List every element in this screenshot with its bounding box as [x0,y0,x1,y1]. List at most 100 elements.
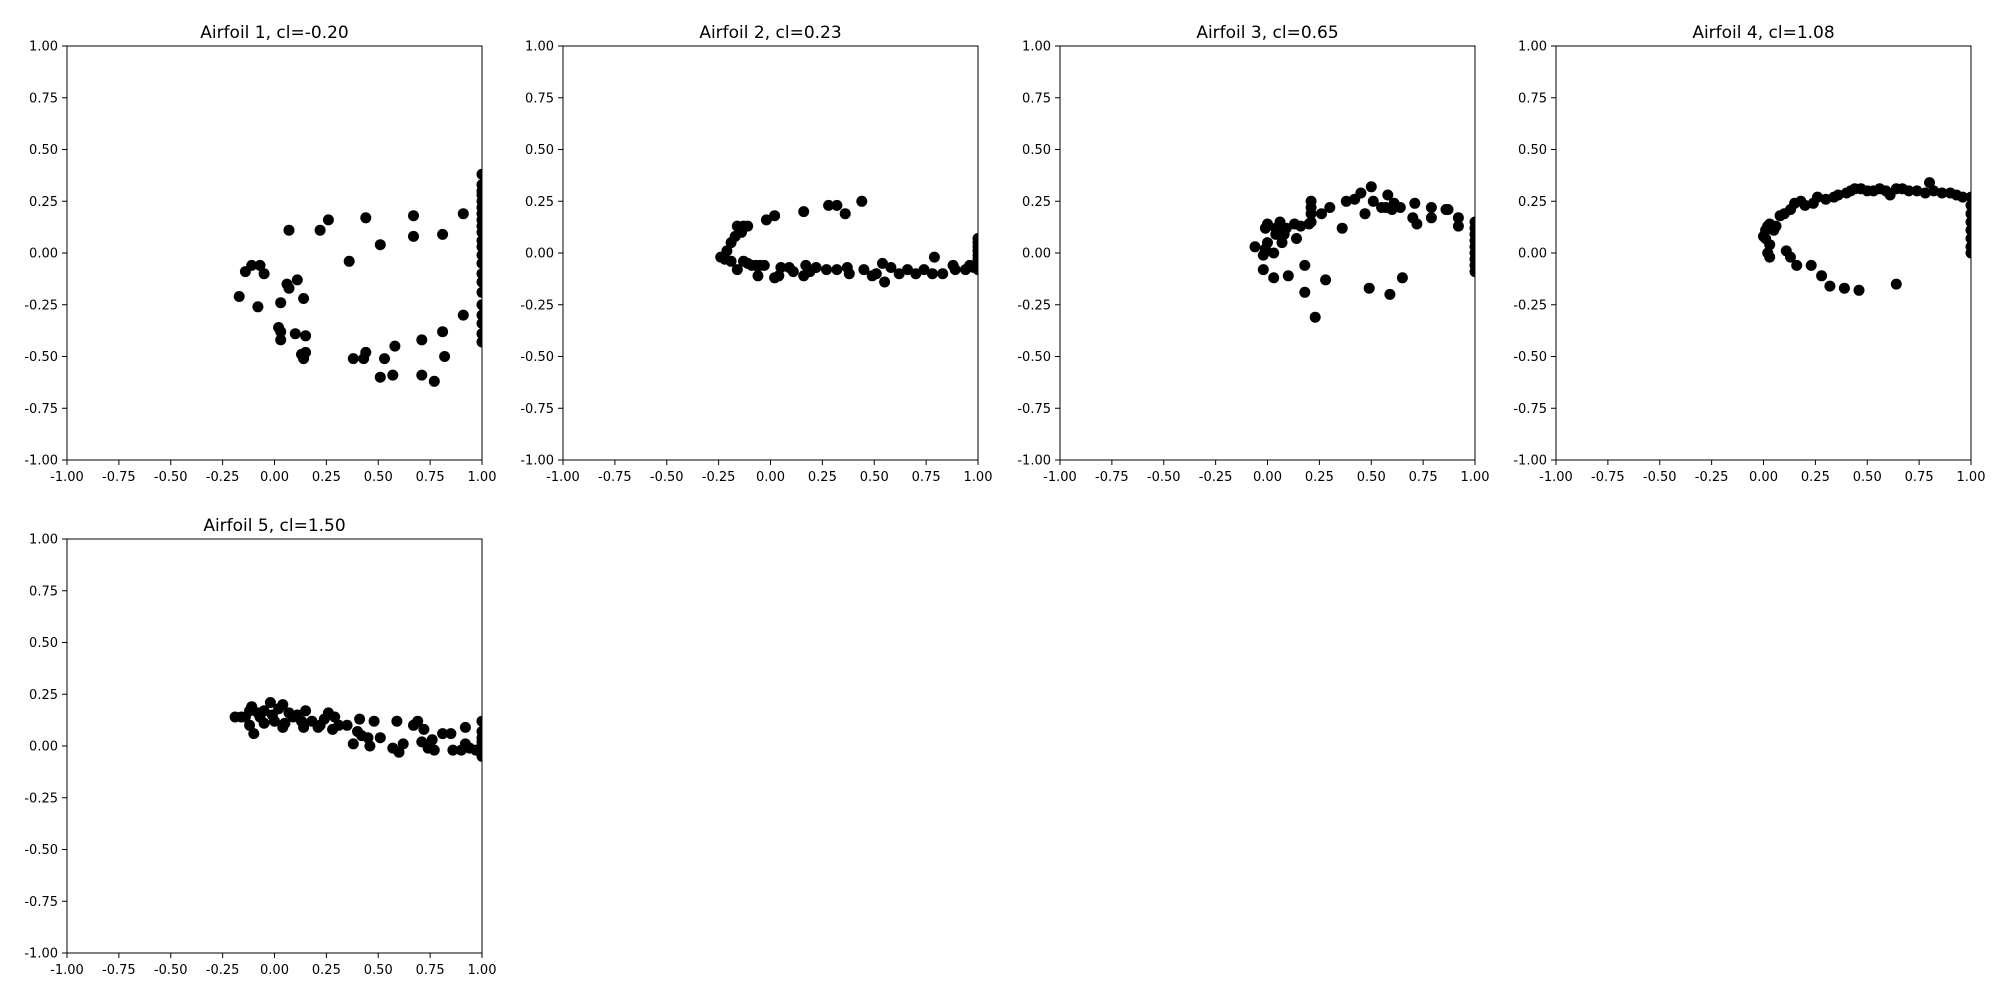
data-point [1442,204,1454,215]
data-point [731,264,743,276]
data-point [1805,259,1817,271]
data-point [476,328,482,340]
data-point [258,705,270,717]
x-tick-label: 1.00 [964,470,993,485]
data-point [1911,185,1923,197]
data-point [408,230,419,242]
data-point [1965,199,1971,211]
data-point [298,293,310,304]
data-point [831,264,843,276]
data-point [408,210,419,222]
x-tick-label: -0.75 [1095,470,1129,485]
data-point [279,717,291,729]
data-point [476,276,482,288]
data-point [721,245,733,257]
x-tick-label: -0.25 [1199,470,1233,485]
data-point [459,721,471,733]
data-point [354,713,366,725]
data-point [248,728,260,740]
data-point [858,264,870,276]
y-tick-label: 0.50 [29,143,58,158]
y-tick-label: 0.25 [29,195,58,210]
data-point [1764,239,1776,251]
data-point [1770,220,1782,232]
data-point [902,264,913,276]
data-point [742,220,754,232]
y-tick-label: 0.00 [1518,247,1547,262]
x-tick-label: 0.00 [756,470,785,485]
data-point [426,734,438,746]
data-point [374,371,386,383]
data-point [374,239,386,251]
data-point [1355,187,1367,199]
x-tick-label: -0.50 [650,470,684,485]
x-tick-label: 0.00 [260,470,289,485]
y-tick-label: 0.75 [1022,91,1051,106]
data-point [798,206,810,218]
data-point [476,299,482,311]
subplot-4: Airfoil 4, cl=1.08 -1.00 -0.75 -0.50 -0.25 0.… [1513,23,1985,485]
scatter-points [1758,177,1971,296]
data-point [1280,222,1292,234]
data-point [1924,177,1935,189]
y-tick-label: -0.75 [24,895,58,910]
subplot-title: Airfoil 2, cl=0.23 [699,23,841,43]
y-tick-label: 0.00 [1022,247,1051,262]
data-point [831,199,843,211]
data-point [1799,199,1811,211]
data-point [322,214,334,226]
data-point [412,715,424,727]
y-tick-label: -1.00 [24,454,58,469]
scatter-points [1249,181,1475,323]
x-tick-label: -0.75 [598,470,632,485]
data-point [1363,282,1375,294]
y-tick-label: -0.75 [520,402,554,417]
data-point [416,369,428,381]
y-tick-label: -1.00 [1017,454,1051,469]
data-point [1936,187,1948,199]
data-point [1367,195,1379,207]
data-point [1928,185,1940,197]
data-point [476,750,482,762]
x-tick-label: 0.50 [1853,470,1882,485]
y-tick-label: 1.00 [525,40,554,55]
y-tick-label: 1.00 [29,40,58,55]
subplot-5: Airfoil 5, cl=1.50 -1.00 -0.75 -0.50 -0.25 0.… [24,516,496,978]
data-point [823,199,835,211]
data-point [1965,224,1971,236]
data-point [289,328,301,340]
x-tick-label: -0.25 [702,470,736,485]
x-tick-label: 0.50 [1357,470,1386,485]
data-point [1452,212,1464,224]
data-point [1853,284,1865,296]
data-point [787,266,799,278]
data-point [1359,208,1371,220]
data-point [937,268,949,280]
data-point [275,334,287,346]
y-tick-label: 0.25 [1518,195,1547,210]
data-point [275,326,287,338]
x-tick-label: 0.75 [912,470,941,485]
data-point [1305,208,1317,220]
data-point [1965,191,1971,203]
y-tick-label: -0.50 [1513,350,1547,365]
x-tick-label: 0.25 [312,963,341,978]
data-point [885,262,897,273]
x-tick-label: -0.50 [154,470,188,485]
x-tick-label: 0.25 [312,470,341,485]
subplot-3: Airfoil 3, cl=0.65 -1.00 -0.75 -0.50 -0.25 0.… [1017,23,1489,485]
data-point [821,264,832,276]
data-point [387,369,399,381]
x-tick-label: 0.25 [808,470,837,485]
data-point [1262,218,1273,230]
data-point [391,715,403,727]
data-point [428,375,440,387]
data-point [368,715,380,727]
data-point [389,340,401,352]
x-tick-label: 1.00 [468,963,497,978]
data-point [1816,270,1828,282]
data-point [893,268,905,280]
data-point [1295,220,1307,232]
data-point [347,353,359,365]
y-tick-label: 0.50 [525,143,554,158]
